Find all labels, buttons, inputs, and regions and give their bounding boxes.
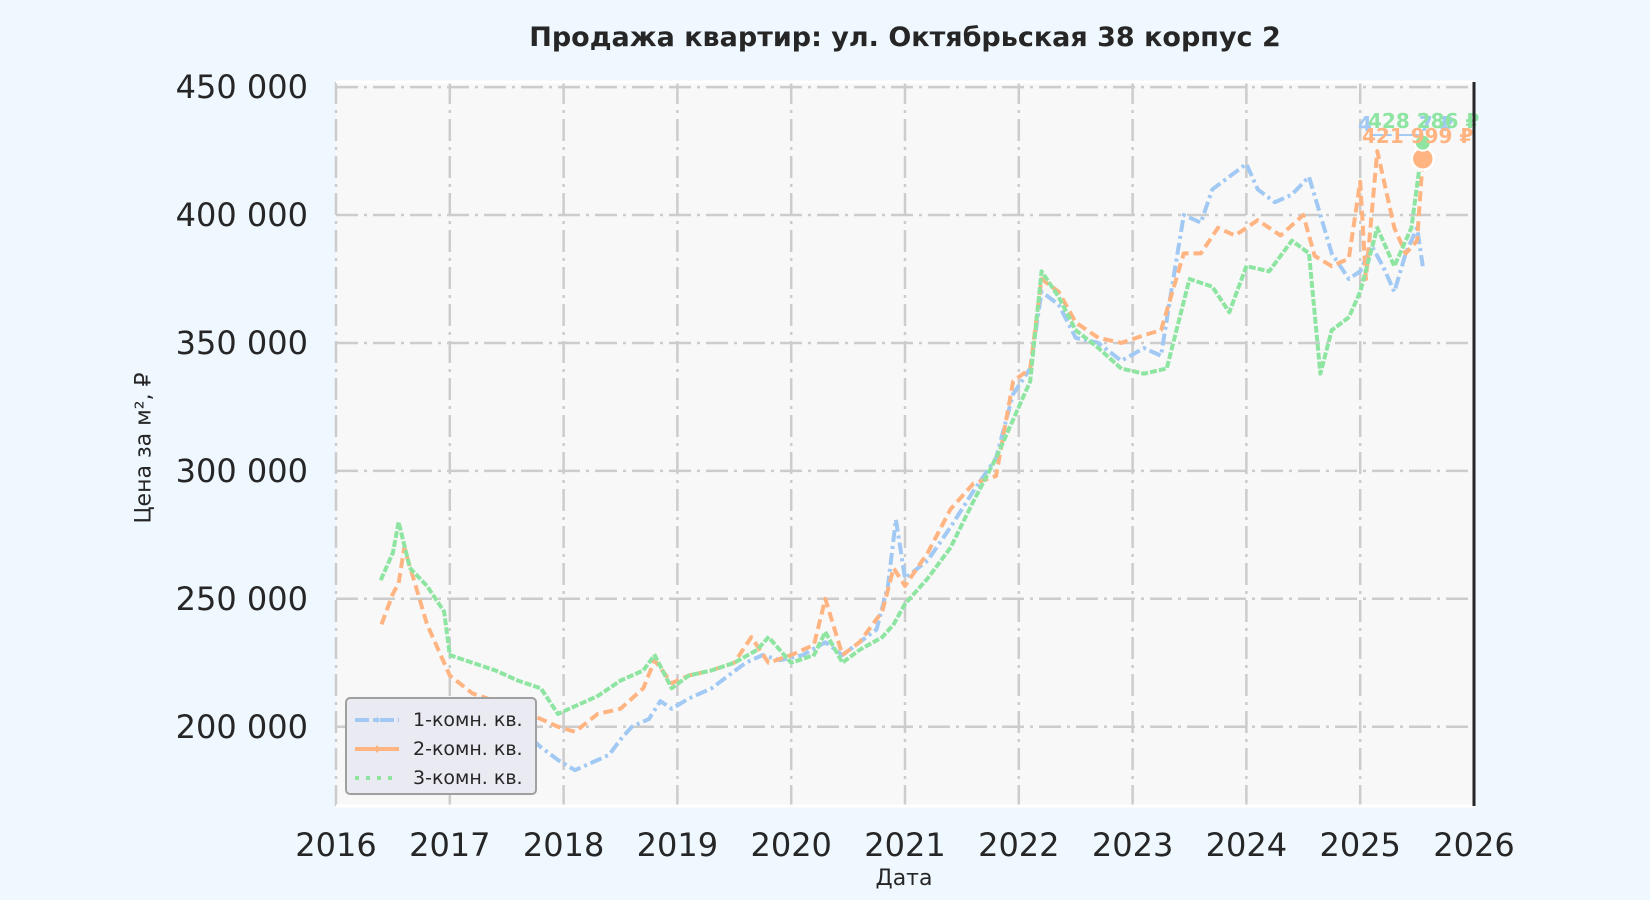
dashed-line-icon bbox=[355, 745, 399, 753]
legend-label: 1-комн. кв. bbox=[413, 709, 523, 731]
x-tick-label: 2021 bbox=[864, 826, 946, 864]
x-tick-label: 2017 bbox=[409, 826, 491, 864]
legend-item-1room: 1-комн. кв. bbox=[355, 705, 523, 735]
chart-title: Продажа квартир: ул. Октябрьская 38 корп… bbox=[529, 22, 1281, 53]
x-tick-label: 2019 bbox=[636, 826, 719, 864]
y-tick-label: 400 000 bbox=[175, 196, 308, 235]
last-value-label: 428 286 ₽ bbox=[1368, 109, 1479, 133]
last-value-label: 421 999 ₽ bbox=[1362, 124, 1473, 148]
dotted-line-icon bbox=[355, 776, 399, 780]
series-line-1 bbox=[494, 161, 1425, 773]
legend-item-3room: 3-комн. кв. bbox=[355, 763, 523, 793]
x-tick-label: 2024 bbox=[1205, 826, 1288, 864]
y-tick-label: 300 000 bbox=[175, 451, 308, 490]
last-value-label: 4__ __7 ₽ bbox=[1358, 112, 1454, 136]
x-tick-label: 2016 bbox=[295, 826, 377, 864]
legend-label: 2-комн. кв. bbox=[413, 738, 523, 760]
legend-label: 3-комн. кв. bbox=[413, 767, 523, 789]
y-tick-label: 250 000 bbox=[175, 579, 308, 618]
x-tick-label: 2026 bbox=[1433, 826, 1515, 864]
y-tick-label: 350 000 bbox=[175, 323, 308, 362]
series-line-3 bbox=[378, 140, 1426, 716]
x-tick-label: 2025 bbox=[1319, 826, 1401, 864]
x-tick-label: 2020 bbox=[750, 826, 832, 864]
y-tick-label: 450 000 bbox=[175, 68, 308, 107]
legend: 1-комн. кв. 2-комн. кв. 3-комн. кв. bbox=[345, 697, 537, 795]
y-tick-label: 200 000 bbox=[175, 707, 308, 746]
legend-item-2room: 2-комн. кв. bbox=[355, 734, 523, 764]
x-tick-label: 2018 bbox=[522, 826, 605, 864]
x-axis-label: Дата bbox=[875, 866, 933, 891]
dashdot-line-icon bbox=[355, 717, 399, 723]
x-tick-label: 2023 bbox=[1091, 826, 1174, 864]
x-tick-label: 2022 bbox=[978, 826, 1060, 864]
